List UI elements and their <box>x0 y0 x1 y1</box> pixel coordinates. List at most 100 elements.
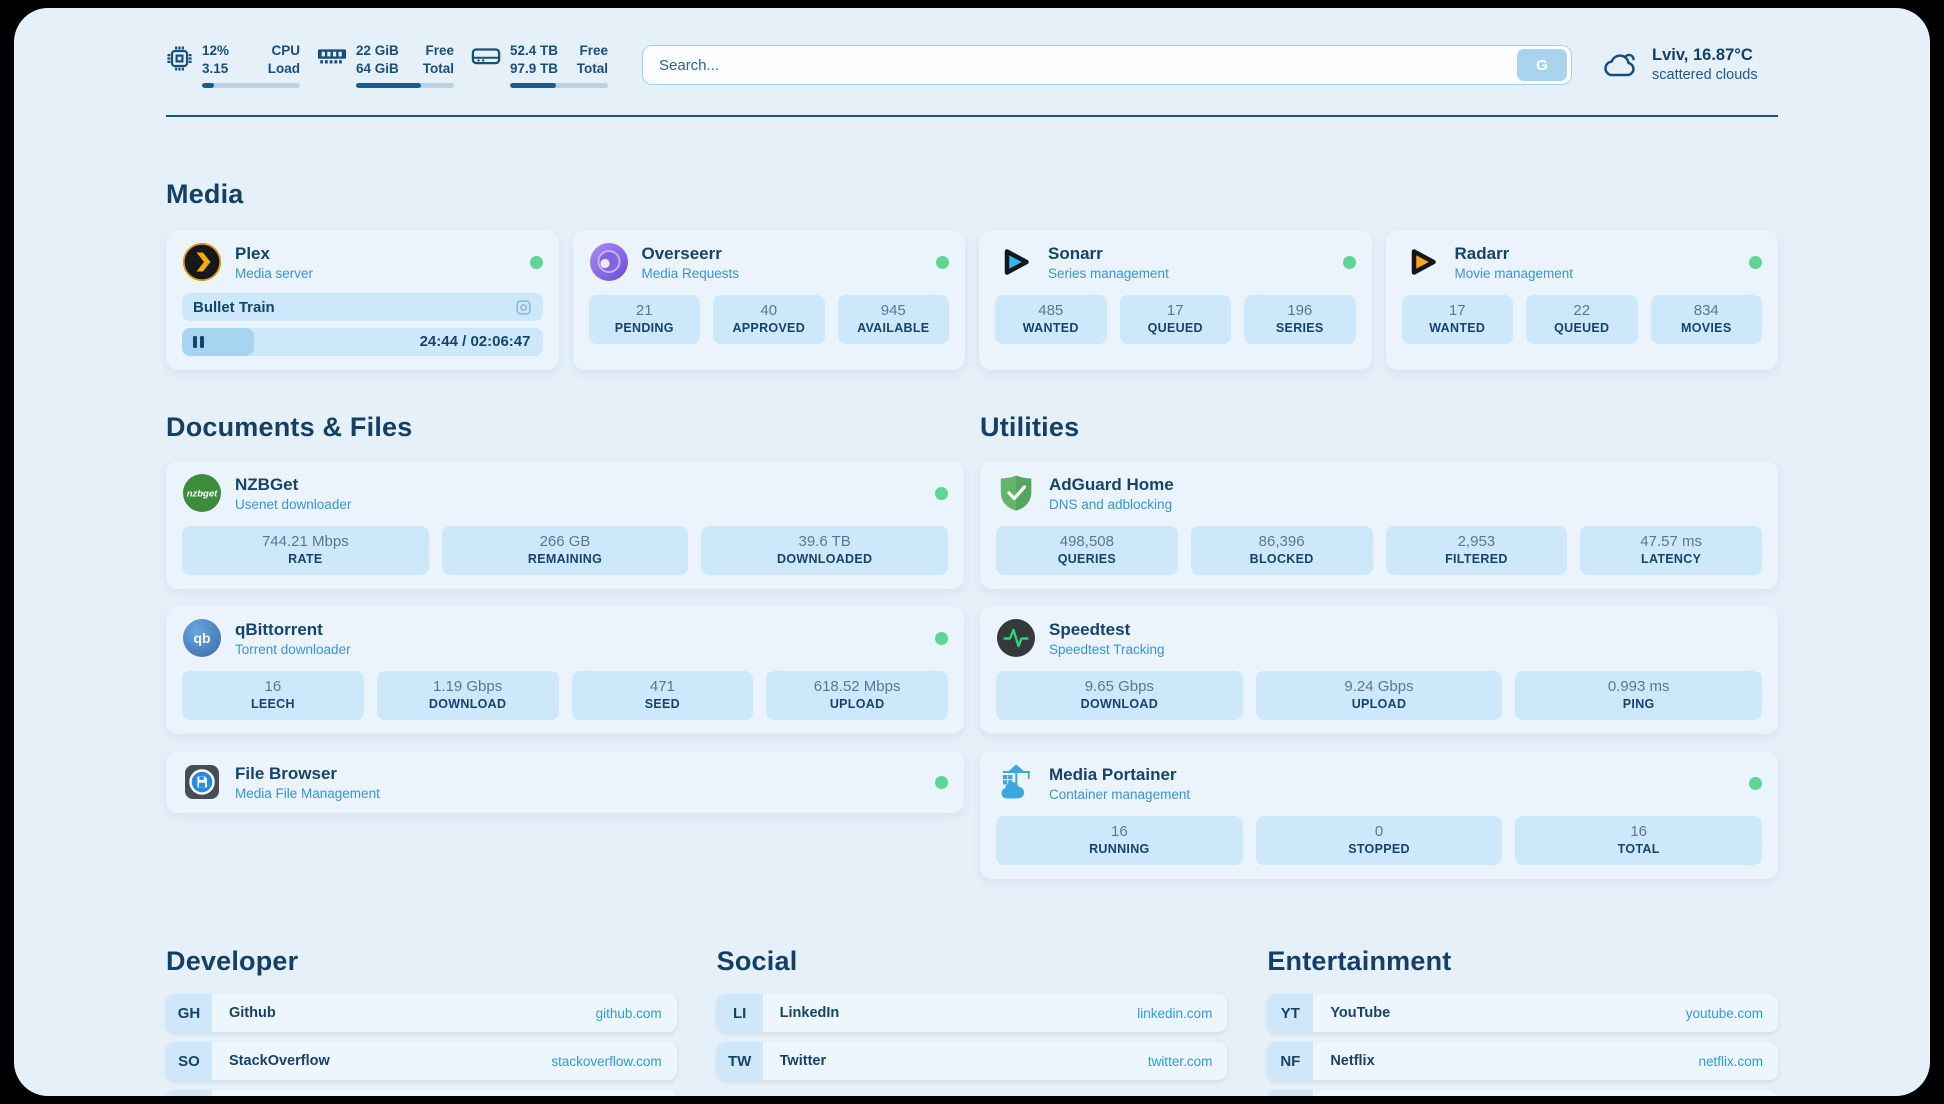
speedtest-icon <box>996 618 1036 658</box>
status-dot <box>1342 255 1356 269</box>
section-title-media: Media <box>166 179 244 209</box>
section-title-utilities: Utilities <box>980 412 1080 442</box>
svg-text:qb: qb <box>193 630 210 646</box>
stat-tile: 17 QUEUED <box>1119 295 1231 344</box>
nzbget-icon: nzbget <box>182 473 222 513</box>
bookmark-name: StackOverflow <box>229 1053 330 1069</box>
stat-tile: 86,396 BLOCKED <box>1190 526 1373 575</box>
cpu-load-label: Load <box>267 61 300 76</box>
now-playing-title: Bullet Train <box>193 298 275 316</box>
app-name: File Browser <box>235 763 338 783</box>
app-card-plex[interactable]: Plex Media server Bullet Train 24:44 / 0… <box>166 230 559 370</box>
bookmark-name: Twitter <box>779 1053 827 1069</box>
bookmark-url: twitter.com <box>1147 1053 1213 1069</box>
bookmark-twitter[interactable]: TW Twitter twitter.com <box>716 1042 1228 1080</box>
stat-tile: 39.6 TB DOWNLOADED <box>701 526 949 575</box>
cpu-stat: 12% 3.15 CPU Load <box>166 42 300 88</box>
stat-tile: 266 GB REMAINING <box>441 526 689 575</box>
app-subtitle: Speedtest Tracking <box>1049 641 1165 657</box>
bookmark-url: linkedin.com <box>1137 1005 1213 1021</box>
bookmark-youtube[interactable]: YT YouTube youtube.com <box>1267 994 1778 1032</box>
app-subtitle: DNS and adblocking <box>1049 496 1173 512</box>
app-card-speedtest[interactable]: Speedtest Speedtest Tracking 9.65 Gbps DO… <box>980 606 1778 734</box>
app-card-sonarr[interactable]: Sonarr Series management 485 WANTED 17 QUE… <box>979 230 1372 370</box>
bookmark-abbr: TW <box>716 1042 763 1080</box>
bookmark-abbr: LI <box>716 994 763 1032</box>
bookmark-abbr: RE <box>1267 1090 1314 1096</box>
weather-location-temp: Lviv, 16.87°C <box>1652 46 1753 65</box>
stat-tile: 16 TOTAL <box>1515 816 1763 865</box>
search-engine-button[interactable]: G <box>1517 49 1567 81</box>
bookmark-stackoverflow[interactable]: SO StackOverflow stackoverflow.com <box>166 1042 677 1080</box>
ram-stat: 22 GiB 64 GiB Free Total <box>317 42 454 88</box>
weather-condition: scattered clouds <box>1652 67 1758 84</box>
bookmark-reddit[interactable]: RE Reddit reddit.com <box>1267 1090 1778 1096</box>
disk-total-value: 97.9 TB <box>510 61 559 76</box>
bookmark-url: stackoverflow.com <box>551 1053 662 1069</box>
overseerr-icon <box>589 242 629 282</box>
now-playing-row: Bullet Train <box>182 293 543 321</box>
stat-tile: 2,953 FILTERED <box>1385 526 1568 575</box>
stat-tile: 21 PENDING <box>588 295 700 344</box>
pause-icon[interactable] <box>193 336 204 348</box>
bookmark-dev[interactable]: DT DEV dev.to <box>166 1090 677 1096</box>
dashboard-page: 12% 3.15 CPU Load 22 GiB 64 GiB Free Total <box>14 8 1930 1096</box>
stat-tile: 498,508 QUERIES <box>996 526 1178 575</box>
qbittorrent-icon: qb <box>182 618 222 658</box>
cpu-label: CPU <box>271 43 300 59</box>
stat-tile: 618.52 Mbps UPLOAD <box>766 671 948 720</box>
bookmark-url: youtube.com <box>1685 1005 1763 1021</box>
ram-free-label: Free <box>425 43 454 59</box>
ram-free-value: 22 GiB <box>356 43 399 59</box>
section-title-developer: Developer <box>166 946 299 976</box>
stat-tile: 9.24 Gbps UPLOAD <box>1255 671 1503 720</box>
search-input[interactable] <box>642 45 1572 85</box>
status-dot <box>529 255 543 269</box>
bookmark-linkedin[interactable]: LI LinkedIn linkedin.com <box>716 994 1228 1032</box>
app-subtitle: Media File Management <box>235 785 380 801</box>
app-name: NZBGet <box>235 474 299 494</box>
app-card-overseerr[interactable]: Overseerr Media Requests 21 PENDING 40 APP… <box>572 230 965 370</box>
cpu-percent: 12% <box>202 43 230 59</box>
utilities-column: Utilities AdGuard Home DNS and adblockin… <box>980 412 1778 896</box>
status-dot <box>935 486 948 500</box>
disk-free-label: Free <box>579 43 608 59</box>
section-title-documents: Documents & Files <box>166 412 413 442</box>
app-subtitle: Media Requests <box>641 265 740 281</box>
app-card-adguard[interactable]: AdGuard Home DNS and adblocking 498,508 Q… <box>980 461 1778 589</box>
documents-column: Documents & Files nzbget NZBGet Usenet d… <box>166 412 964 896</box>
adguard-icon <box>996 473 1036 513</box>
weather-widget: Lviv, 16.87°C scattered clouds <box>1600 44 1778 86</box>
disk-stat: 52.4 TB 97.9 TB Free Total <box>471 42 608 88</box>
disk-free-value: 52.4 TB <box>510 43 559 59</box>
stat-tile: 0.993 ms PING <box>1515 671 1763 720</box>
bookmark-netflix[interactable]: NF Netflix netflix.com <box>1267 1042 1778 1080</box>
bookmark-name: LinkedIn <box>779 1005 840 1021</box>
app-card-portainer[interactable]: Media Portainer Container management 16 R… <box>980 751 1778 879</box>
media-card-row: Plex Media server Bullet Train 24:44 / 0… <box>166 230 1778 370</box>
app-subtitle: Movie management <box>1454 265 1574 281</box>
stat-tile: 196 SERIES <box>1244 295 1356 344</box>
app-card-filebrowser[interactable]: File Browser Media File Management <box>166 751 964 813</box>
status-dot <box>1749 255 1762 269</box>
ram-total-label: Total <box>422 61 454 76</box>
stat-tile: 22 QUEUED <box>1526 295 1638 344</box>
stat-tile: 9.65 Gbps DOWNLOAD <box>996 671 1243 720</box>
app-card-nzbget[interactable]: nzbget NZBGet Usenet downloader 744.21 M… <box>166 461 964 589</box>
stat-tile: 744.21 Mbps RATE <box>182 526 429 575</box>
app-subtitle: Media server <box>235 265 314 281</box>
section-title-social: Social <box>716 946 798 976</box>
bookmark-name: Github <box>229 1005 276 1021</box>
app-name: Radarr <box>1454 243 1510 263</box>
app-card-qbittorrent[interactable]: qb qBittorrent Torrent downloader 16 LEEC… <box>166 606 964 734</box>
disk-total-label: Total <box>576 61 608 76</box>
stat-tile: 16 LEECH <box>182 671 364 720</box>
status-dot <box>935 775 948 789</box>
radarr-icon <box>1402 242 1442 282</box>
bookmark-github[interactable]: GH Github github.com <box>166 994 677 1032</box>
ram-total-value: 64 GiB <box>356 61 399 76</box>
stat-tile: 945 AVAILABLE <box>837 295 949 344</box>
stat-tile: 471 SEED <box>571 671 754 720</box>
sonarr-icon <box>995 242 1035 282</box>
app-card-radarr[interactable]: Radarr Movie management 17 WANTED 22 QUEUE… <box>1385 230 1778 370</box>
